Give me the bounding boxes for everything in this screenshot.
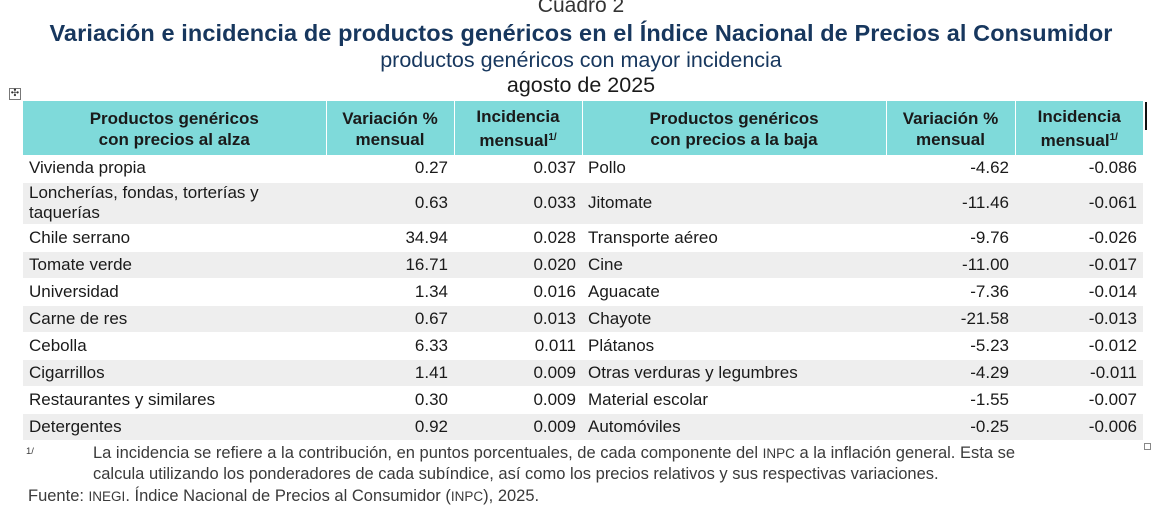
cell-down-variation[interactable]: -9.76 [886, 224, 1015, 252]
cell-up-variation[interactable]: 0.63 [326, 182, 454, 225]
col-header-up-var[interactable]: Variación % mensual [325, 101, 454, 155]
cell-down-incidence[interactable]: -0.012 [1015, 332, 1143, 360]
cell-up-product[interactable]: Vivienda propia [23, 155, 326, 183]
cell-down-incidence[interactable]: -0.026 [1015, 224, 1143, 252]
resize-handle[interactable] [1144, 443, 1151, 450]
cell-up-variation[interactable]: 34.94 [326, 224, 454, 252]
cell-up-product[interactable]: Carne de res [23, 305, 326, 333]
page-subtitle: productos genéricos con mayor incidencia [380, 48, 782, 72]
cell-up-product[interactable]: Restaurantes y similares [23, 386, 326, 414]
cell-down-incidence[interactable]: -0.014 [1015, 278, 1143, 306]
move-icon[interactable]: ✣ [9, 88, 21, 100]
table-body: Vivienda propia 0.27 0.037 Pollo -4.62 -0.086… [23, 155, 1143, 441]
cell-down-incidence[interactable]: -0.061 [1015, 182, 1143, 225]
table-row: Detergentes 0.92 0.009 Automóviles -0.25 -0.0… [23, 413, 1143, 441]
cell-up-incidence[interactable]: 0.009 [454, 359, 582, 387]
cell-up-incidence[interactable]: 0.028 [454, 224, 582, 252]
cell-down-incidence[interactable]: -0.086 [1015, 155, 1143, 183]
col-header-down-name[interactable]: Productos genéricos con precios a la baja [581, 101, 886, 155]
col-header-up-name[interactable]: Productos genéricos con precios al alza [23, 101, 326, 155]
cell-up-incidence[interactable]: 0.016 [454, 278, 582, 306]
cell-down-product[interactable]: Material escolar [582, 386, 886, 414]
cell-down-product[interactable]: Cine [582, 251, 886, 279]
cell-up-product[interactable]: Cigarrillos [23, 359, 326, 387]
col-header-down-var[interactable]: Variación % mensual [885, 101, 1015, 155]
table-row: Restaurantes y similares 0.30 0.009 Materia… [23, 386, 1143, 414]
cell-up-variation[interactable]: 1.41 [326, 359, 454, 387]
cell-up-product[interactable]: Detergentes [23, 413, 326, 441]
cell-up-incidence[interactable]: 0.020 [454, 251, 582, 279]
cell-down-product[interactable]: Automóviles [582, 413, 886, 441]
cell-up-product[interactable]: Chile serrano [23, 224, 326, 252]
table-row: Carne de res 0.67 0.013 Chayote -21.58 -0.013 [23, 305, 1143, 333]
cell-down-incidence[interactable]: -0.006 [1015, 413, 1143, 441]
data-table: Productos genéricos con precios al alza V… [23, 101, 1143, 441]
cell-down-product[interactable]: Jitomate [582, 182, 886, 225]
cell-down-incidence[interactable]: -0.017 [1015, 251, 1143, 279]
cell-down-product[interactable]: Aguacate [582, 278, 886, 306]
cell-down-incidence[interactable]: -0.007 [1015, 386, 1143, 414]
cell-up-product[interactable]: Tomate verde [23, 251, 326, 279]
cell-up-incidence[interactable]: 0.013 [454, 305, 582, 333]
cell-down-incidence[interactable]: -0.011 [1015, 359, 1143, 387]
footnote-ref: 1/ [1109, 132, 1118, 143]
footnote: 1/ La incidencia se refiere a la contrib… [26, 443, 1154, 485]
cell-down-variation[interactable]: -7.36 [886, 278, 1015, 306]
cell-down-variation[interactable]: -4.62 [886, 155, 1015, 183]
table-row: Loncherías, fondas, torterías y taquería… [23, 182, 1143, 225]
cell-down-variation[interactable]: -4.29 [886, 359, 1015, 387]
table-row: Vivienda propia 0.27 0.037 Pollo -4.62 -0.086 [23, 155, 1143, 183]
cell-up-incidence[interactable]: 0.011 [454, 332, 582, 360]
cell-up-variation[interactable]: 16.71 [326, 251, 454, 279]
cell-down-variation[interactable]: -1.55 [886, 386, 1015, 414]
cell-down-variation[interactable]: -5.23 [886, 332, 1015, 360]
cell-up-incidence[interactable]: 0.009 [454, 386, 582, 414]
footnote-ref: 1/ [548, 132, 557, 143]
source-note: Fuente: INEGI. Índice Nacional de Precio… [28, 487, 540, 505]
cell-up-product[interactable]: Universidad [23, 278, 326, 306]
cell-up-product[interactable]: Loncherías, fondas, torterías y taquería… [23, 182, 326, 225]
cell-down-variation[interactable]: -11.46 [886, 182, 1015, 225]
footnote-text: La incidencia se refiere a la contribuci… [93, 444, 1016, 483]
cell-up-variation[interactable]: 0.92 [326, 413, 454, 441]
page-title: Variación e incidencia de productos gené… [49, 20, 1113, 46]
table-number: Cuadro 2 [537, 0, 625, 17]
period-label: agosto de 2025 [506, 73, 656, 97]
table-row: Chile serrano 34.94 0.028 Transporte aéreo -… [23, 224, 1143, 252]
text-cursor [1145, 102, 1147, 130]
cell-down-product[interactable]: Plátanos [582, 332, 886, 360]
footnote-mark: 1/ [26, 446, 34, 457]
cell-down-incidence[interactable]: -0.013 [1015, 305, 1143, 333]
cell-down-variation[interactable]: -11.00 [886, 251, 1015, 279]
cell-up-incidence[interactable]: 0.033 [454, 182, 582, 225]
cell-down-product[interactable]: Chayote [582, 305, 886, 333]
cell-down-product[interactable]: Transporte aéreo [582, 224, 886, 252]
cell-up-variation[interactable]: 0.67 [326, 305, 454, 333]
table-row: Tomate verde 16.71 0.020 Cine -11.00 -0.017 [23, 251, 1143, 279]
col-header-down-inc[interactable]: Incidencia mensual1/ [1014, 101, 1143, 155]
cell-up-variation[interactable]: 0.30 [326, 386, 454, 414]
cell-up-variation[interactable]: 0.27 [326, 155, 454, 183]
table-row: Universidad 1.34 0.016 Aguacate -7.36 -0.014 [23, 278, 1143, 306]
table-header: Productos genéricos con precios al alza V… [23, 101, 1143, 155]
cell-up-incidence[interactable]: 0.037 [454, 155, 582, 183]
cell-down-product[interactable]: Otras verduras y legumbres [582, 359, 886, 387]
table-row: Cebolla 6.33 0.011 Plátanos -5.23 -0.012 [23, 332, 1143, 360]
title-block: Cuadro 2 Variación e incidencia de produ… [0, 0, 1162, 98]
cell-up-variation[interactable]: 1.34 [326, 278, 454, 306]
cell-down-variation[interactable]: -21.58 [886, 305, 1015, 333]
cell-up-incidence[interactable]: 0.009 [454, 413, 582, 441]
col-header-up-inc[interactable]: Incidencia mensual1/ [453, 101, 582, 155]
table-row: Cigarrillos 1.41 0.009 Otras verduras y leg… [23, 359, 1143, 387]
cell-up-variation[interactable]: 6.33 [326, 332, 454, 360]
cell-up-product[interactable]: Cebolla [23, 332, 326, 360]
cell-down-product[interactable]: Pollo [582, 155, 886, 183]
cell-down-variation[interactable]: -0.25 [886, 413, 1015, 441]
